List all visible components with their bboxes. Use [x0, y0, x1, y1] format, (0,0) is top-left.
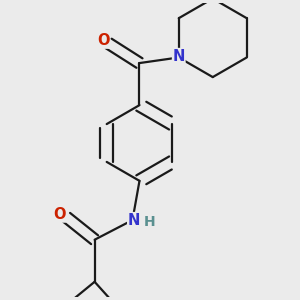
Text: H: H [143, 214, 155, 229]
Text: N: N [172, 49, 185, 64]
Text: N: N [128, 213, 140, 228]
Text: O: O [53, 207, 66, 222]
Text: O: O [97, 33, 109, 48]
